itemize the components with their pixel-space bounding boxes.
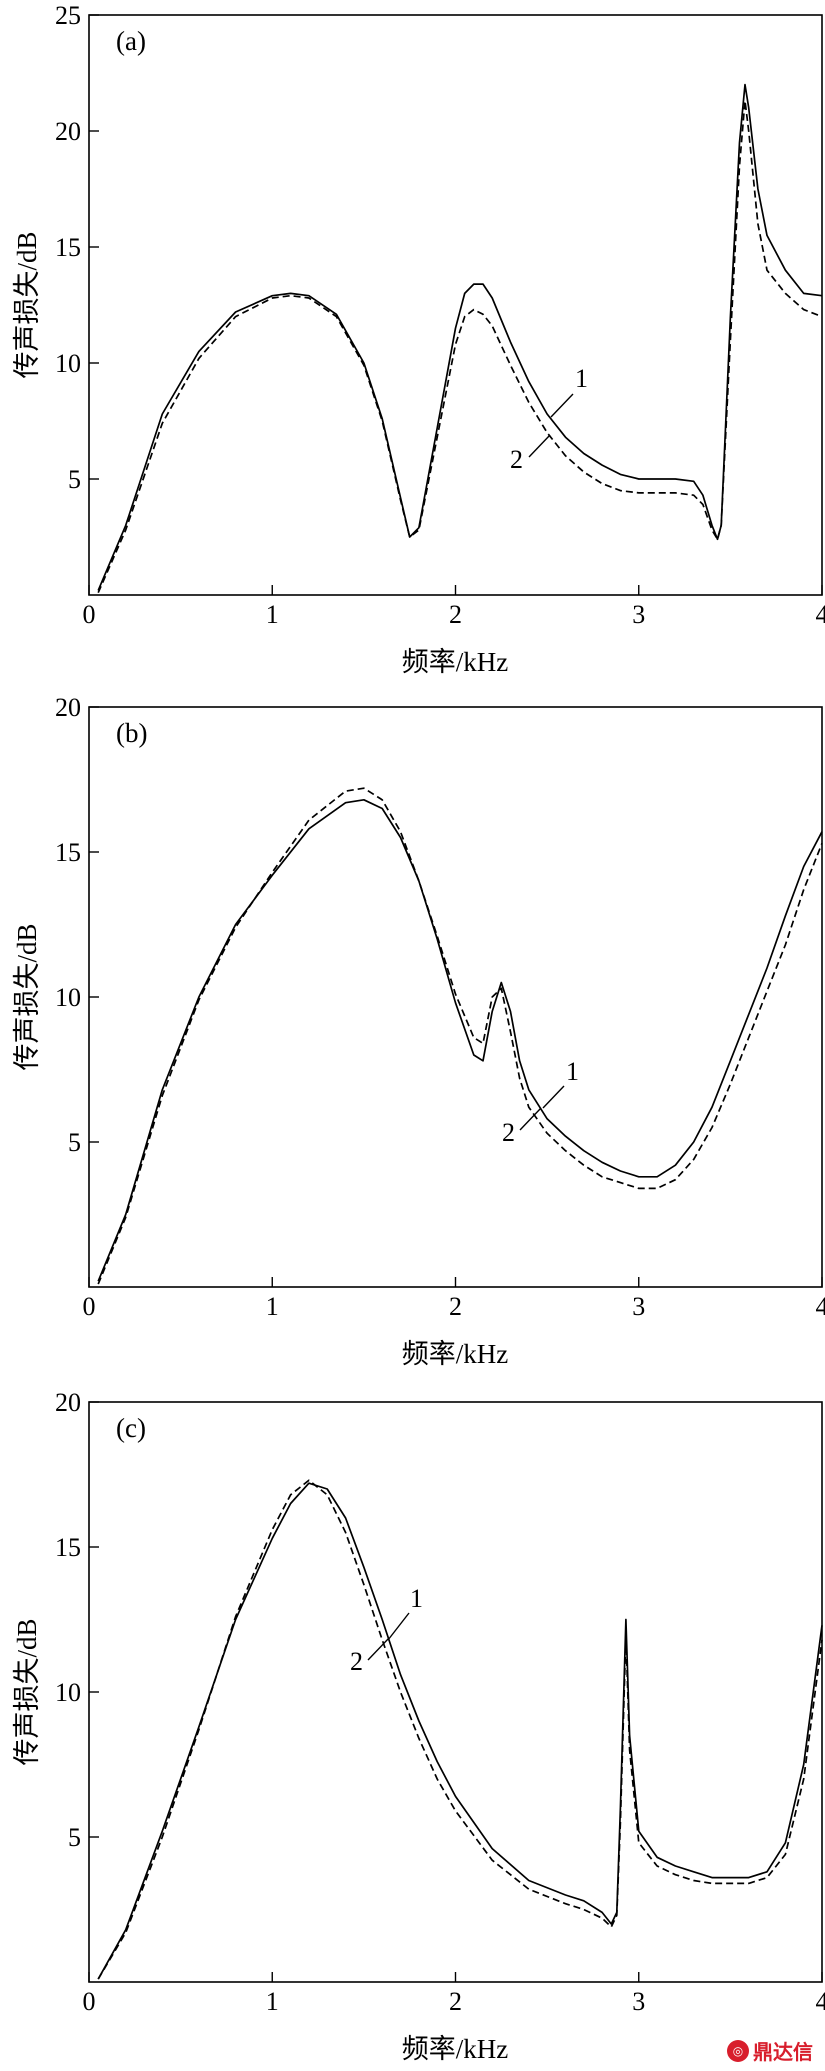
y-tick-label: 5 (68, 465, 81, 494)
x-axis-title: 频率/kHz (402, 647, 508, 677)
x-tick-label: 0 (83, 1987, 96, 2016)
curve-group (97, 787, 823, 1285)
series-2-label: 2 (350, 1647, 363, 1676)
curve-group (97, 83, 823, 594)
series-1-line (97, 1482, 823, 1980)
series-1-leader (550, 393, 574, 418)
x-tick-label: 2 (449, 600, 462, 629)
curve-group (97, 1479, 823, 1980)
series-1-label: 1 (575, 364, 588, 393)
tick-group: 0 1 2 3 4 5 10 15 20 (55, 693, 825, 1321)
panel-label: (c) (116, 1413, 146, 1443)
series-1-line (97, 798, 823, 1282)
x-tick-label: 3 (632, 600, 645, 629)
watermark-text: 鼎达信 (753, 2040, 813, 2064)
y-axis-title: 传声损失/dB (12, 231, 42, 378)
x-tick-label: 3 (632, 1292, 645, 1321)
watermark: ◎ 鼎达信 (727, 2036, 813, 2065)
y-tick-label: 20 (55, 693, 81, 722)
x-tick-label: 0 (83, 600, 96, 629)
watermark-logo-icon: ◎ (727, 2039, 749, 2062)
y-axis-title: 传声损失/dB (12, 923, 42, 1070)
y-tick-label: 5 (68, 1823, 81, 1852)
y-tick-label: 10 (55, 1678, 81, 1707)
y-tick-label: 15 (55, 233, 81, 262)
series-1-line (97, 83, 823, 591)
y-tick-label: 20 (55, 1388, 81, 1417)
series-2-label: 2 (502, 1118, 515, 1147)
x-tick-label: 2 (449, 1292, 462, 1321)
y-tick-label: 5 (68, 1128, 81, 1157)
panel-a: (a) 频率/kHz 传声损失/dB 1 2 0 1 2 3 4 5 10 15 20 25 (12, 1, 825, 677)
x-axis-title: 频率/kHz (402, 2034, 508, 2064)
series-2-line (97, 787, 823, 1285)
y-tick-label: 20 (55, 117, 81, 146)
x-tick-label: 1 (266, 1987, 279, 2016)
series-1-leader (542, 1085, 565, 1109)
panel-label: (b) (116, 718, 147, 748)
x-tick-label: 0 (83, 1292, 96, 1321)
x-tick-label: 4 (816, 1292, 825, 1321)
series-1-leader (387, 1612, 410, 1641)
y-tick-label: 25 (55, 1, 81, 30)
y-axis-title: 传声损失/dB (12, 1618, 42, 1765)
series-1-label: 1 (410, 1584, 423, 1613)
series-2-leader (519, 1107, 542, 1131)
tick-group: 0 1 2 3 4 5 10 15 20 25 (55, 1, 825, 629)
panel-b: (b) 频率/kHz 传声损失/dB 1 2 0 1 2 3 4 5 10 15 20 (12, 693, 825, 1369)
x-tick-label: 1 (266, 600, 279, 629)
tick-group: 0 1 2 3 4 5 10 15 20 (55, 1388, 825, 2016)
series-2-leader (528, 434, 551, 458)
series-2-leader (367, 1637, 390, 1661)
series-2-line (97, 99, 823, 594)
x-tick-label: 1 (266, 1292, 279, 1321)
y-tick-label: 10 (55, 349, 81, 378)
series-2-label: 2 (510, 445, 523, 474)
panel-c: (c) 频率/kHz 传声损失/dB 1 2 0 1 2 3 4 5 10 15 20 (12, 1388, 825, 2064)
series-2-line (97, 1479, 823, 1980)
x-tick-label: 2 (449, 1987, 462, 2016)
plot-area-frame (88, 14, 823, 596)
x-axis-title: 频率/kHz (402, 1339, 508, 1369)
panel-label: (a) (116, 26, 146, 56)
series-1-label: 1 (566, 1057, 579, 1086)
x-tick-label: 3 (632, 1987, 645, 2016)
plot-area-frame (88, 1401, 823, 1983)
y-tick-label: 10 (55, 983, 81, 1012)
x-tick-label: 4 (816, 1987, 825, 2016)
x-tick-label: 4 (816, 600, 825, 629)
y-tick-label: 15 (55, 838, 81, 867)
y-tick-label: 15 (55, 1533, 81, 1562)
